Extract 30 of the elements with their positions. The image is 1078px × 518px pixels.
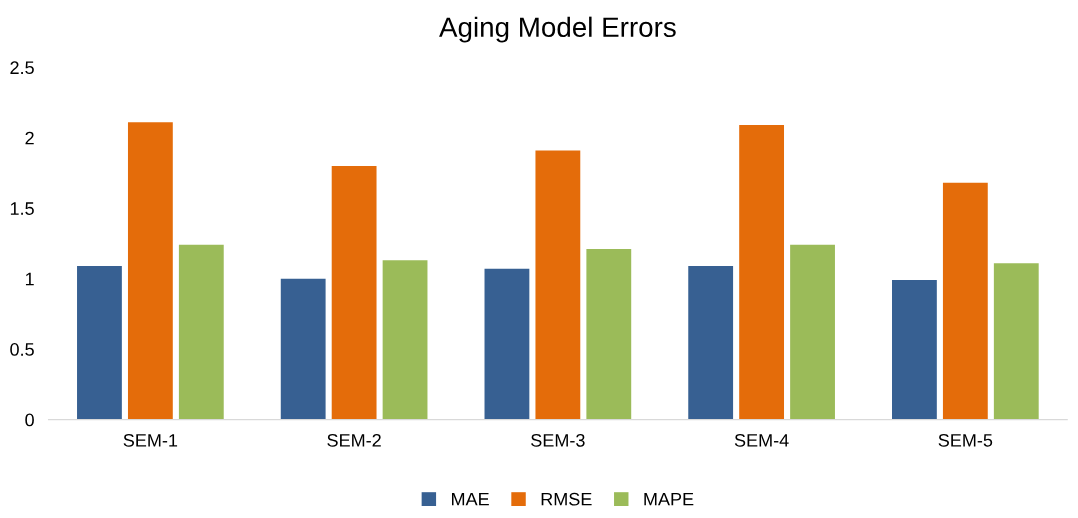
legend-label: MAPE [644,492,694,506]
x-tick-label: SEM-2 [327,433,381,447]
bar [942,182,988,420]
bar [178,244,224,420]
y-tick-label: 2 [25,131,34,145]
x-tick-label: SEM-1 [123,433,178,447]
bar [739,125,785,420]
bar [77,266,122,420]
x-tick-label: SEM-5 [938,433,993,447]
chart-title: Aging Model Errors [439,16,676,43]
bar [993,263,1039,420]
bar [892,280,937,420]
bar [484,268,530,420]
bar [331,165,377,420]
bar [688,266,734,420]
bar [280,278,326,420]
x-tick-label: SEM-3 [531,433,585,447]
y-tick-label: 1.5 [10,202,34,215]
legend-label: MAE [452,492,489,506]
bar [586,249,632,420]
legend-label: RMSE [541,492,592,506]
y-tick-label: 2.5 [10,61,34,75]
x-tick-label: SEM-4 [734,433,789,447]
bar [790,244,835,420]
bar [382,260,428,420]
bar [127,122,173,420]
y-tick-label: 0 [25,413,34,427]
y-tick-label: 0.5 [10,343,34,356]
bar [535,150,581,420]
y-tick-label: 1 [25,272,34,286]
